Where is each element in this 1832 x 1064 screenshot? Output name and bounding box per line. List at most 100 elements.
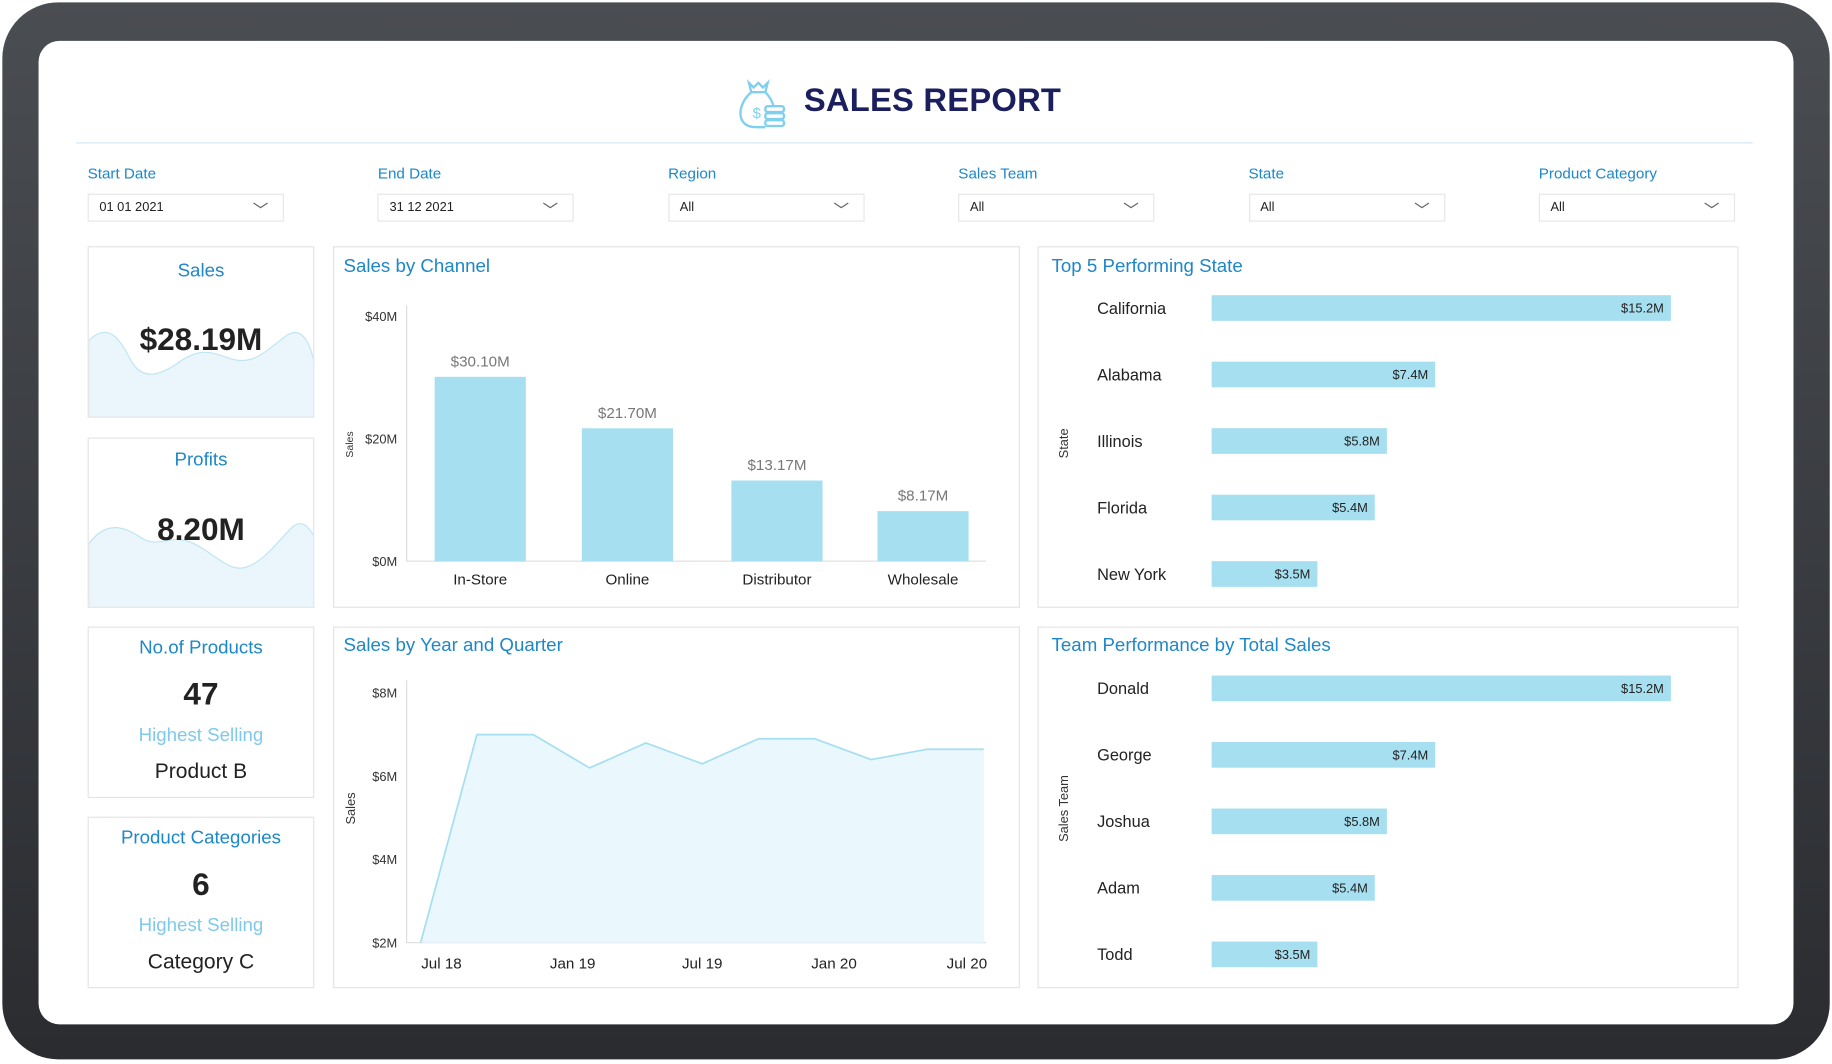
bar [1211,675,1671,702]
sales-value: $28.19M [139,322,263,358]
chevron-down-icon [253,202,268,209]
category-label: Adam [1097,880,1140,898]
y-axis-label: Sales [344,431,356,457]
profits-kpi-card: Profits 8.20M [87,437,315,608]
chart-title: Team Performance by Total Sales [1051,635,1331,656]
sales-label: Sales [177,261,225,282]
data-label: $5.4M [1332,500,1368,515]
data-label: $13.17M [747,457,806,474]
bar [877,511,969,562]
data-label: $8.17M [898,488,949,505]
product-category-value: All [1550,200,1565,215]
svg-text:$: $ [752,105,761,122]
products-value: 47 [183,676,219,712]
bar [1211,428,1387,454]
profits-sparkline [88,523,314,607]
start-date-value: 01 01 2021 [99,200,164,215]
y-axis-label: State [1056,428,1071,458]
x-tick-label: Jan 20 [811,955,857,972]
y-tick-label: $20M [365,431,397,446]
product-category-dropdown[interactable]: All [1538,193,1736,222]
y-axis-label: Sales [343,792,358,824]
data-label: $3.5M [1275,567,1311,582]
x-tick-label: Jul 20 [947,955,987,972]
sales-sparkline [88,331,314,417]
data-label: $15.2M [1621,301,1664,316]
chevron-down-icon [543,202,559,209]
chart-title: Sales by Year and Quarter [343,635,563,656]
category-label: George [1097,747,1152,765]
bar [1211,808,1387,835]
products-sub-label: Highest Selling [138,725,264,746]
sales-team-dropdown[interactable]: All [958,193,1155,222]
category-label: Florida [1097,499,1148,517]
data-label: $21.70M [598,405,657,422]
category-label: California [1097,300,1167,318]
bar [1211,361,1436,388]
products-label: No.of Products [139,638,263,659]
y-tick-label: $2M [372,935,397,950]
region-value: All [679,200,695,215]
state-value: All [1260,200,1275,215]
start-date-dropdown[interactable]: 01 01 2021 [87,193,284,222]
team-performance-chart: Sales Team Donald $15.2M George $7.4M Joshua $… [1056,675,1671,968]
chart-title: Top 5 Performing State [1051,256,1243,277]
chevron-down-icon [1123,202,1139,209]
header-divider [75,142,1753,144]
data-label: $5.4M [1332,881,1368,896]
categories-value: 6 [192,866,210,902]
top-product: Product B [154,759,248,783]
y-tick-label: $6M [372,769,397,784]
bar [1211,561,1318,587]
start-date-label: Start Date [87,164,157,183]
x-tick-label: In-Store [453,572,507,589]
data-label: $5.8M [1344,814,1380,829]
x-tick-label: Jan 19 [550,955,596,972]
bar [1211,295,1671,321]
categories-sub-label: Highest Selling [138,915,264,936]
bar [1211,494,1375,521]
category-label: Donald [1097,680,1149,698]
state-dropdown[interactable]: All [1248,193,1445,222]
bar [1211,875,1375,901]
sales-by-channel-chart: $0M $20M $40M Sales $30.10M In-Store $21.70M On… [344,305,987,589]
data-label: $30.10M [451,353,510,370]
sales-kpi-card: Sales $28.19M [87,246,315,418]
products-kpi-card: No.of Products 47 Highest Selling Produc… [87,626,315,799]
top-states-chart: State California $15.2M Alabama $7.4M Illinoi… [1056,295,1671,587]
data-label: $3.5M [1275,947,1311,962]
categories-label: Product Categories [120,828,281,849]
data-label: $15.2M [1621,681,1664,696]
region-dropdown[interactable]: All [668,193,865,222]
bar [1211,742,1436,768]
y-tick-label: $4M [372,852,397,867]
category-label: New York [1097,566,1167,584]
end-date-value: 31 12 2021 [389,200,454,215]
product-category-label: Product Category [1538,164,1657,183]
sales-team-label: Sales Team [958,164,1038,183]
sales-by-quarter-chart: $2M $4M $6M $8M Sales Jul 18 Jan 19 Jul 19 Jan 2… [343,680,987,972]
team-performance-card: Team Performance by Total Sales Sales Te… [1037,626,1739,989]
region-label: Region [668,164,717,183]
money-bag-icon: $ [739,79,786,129]
data-label: $7.4M [1393,367,1429,382]
y-axis-label: Sales Team [1056,775,1071,842]
profits-label: Profits [174,450,228,471]
x-tick-label: Online [606,572,650,589]
sales-team-value: All [969,200,985,215]
y-tick-label: $8M [372,686,397,701]
bar [731,480,823,562]
y-tick-label: $40M [365,309,397,324]
y-tick-label: $0M [372,554,397,569]
end-date-dropdown[interactable]: 31 12 2021 [377,193,575,222]
category-label: Alabama [1097,366,1162,384]
bar [581,428,673,562]
x-tick-label: Jul 18 [421,955,461,972]
chevron-down-icon [1704,202,1720,209]
bar [434,376,526,562]
dashboard-screen: $ SALES REPORT Start Date 01 01 2021 End… [38,40,1794,1025]
x-tick-label: Jul 19 [682,955,722,972]
chevron-down-icon [833,202,849,209]
series-line [419,733,984,943]
page-title: SALES REPORT [803,81,1062,118]
